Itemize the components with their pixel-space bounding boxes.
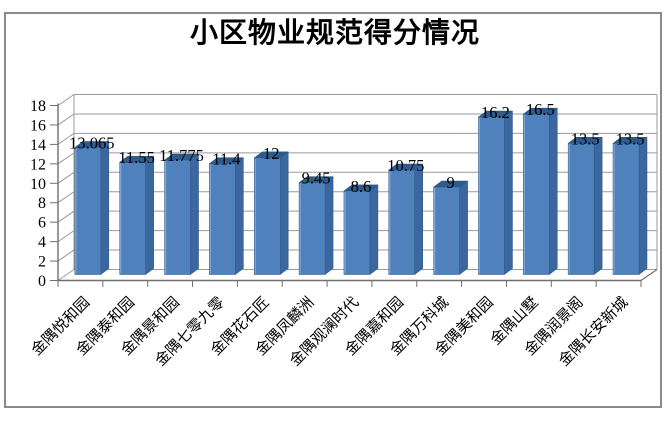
chart-title: 小区物业规范得分情况	[189, 18, 480, 49]
bar-data-label: 9	[446, 173, 454, 192]
y-axis-label: 12	[30, 156, 46, 173]
bar[interactable]	[253, 157, 281, 275]
bar-side-face	[145, 155, 154, 275]
floor-right-edge	[640, 269, 658, 281]
bar-data-label: 11.775	[159, 146, 204, 165]
bar-data-label: 16.5	[526, 100, 555, 119]
bar-data-label: 8.6	[351, 177, 372, 196]
bar[interactable]	[433, 186, 460, 275]
bar[interactable]	[119, 161, 146, 275]
bar[interactable]	[612, 143, 640, 275]
bar-side-face	[549, 107, 558, 275]
bar-data-label: 11.4	[212, 150, 240, 169]
bar[interactable]	[388, 169, 416, 275]
bar-data-label: 16.2	[481, 103, 510, 122]
y-axis-label: 4	[38, 234, 46, 251]
bar-data-label: 13.065	[69, 133, 114, 152]
y-axis-label: 8	[38, 195, 46, 212]
bar-side-face	[414, 163, 424, 275]
gridline	[57, 132, 657, 145]
bar[interactable]	[523, 113, 550, 275]
bar-side-face	[279, 151, 289, 275]
bar-side-face	[504, 110, 513, 275]
bar-data-label: 10.75	[387, 156, 424, 175]
bar-side-face	[459, 180, 468, 275]
y-axis-label: 2	[38, 254, 46, 271]
y-axis-label: 6	[38, 215, 46, 232]
y-axis-label: 14	[30, 137, 46, 154]
bar-side-face	[100, 140, 110, 275]
y-axis-label: 0	[38, 273, 46, 290]
bar-data-label: 13.5	[571, 129, 600, 148]
bar-data-label: 12	[263, 144, 280, 163]
bar[interactable]	[478, 116, 505, 275]
bar-side-face	[190, 153, 199, 275]
bar[interactable]	[343, 190, 371, 275]
y-axis-label: 18	[30, 98, 46, 115]
bar-data-label: 11.55	[118, 148, 155, 167]
bar-side-face	[369, 184, 379, 275]
gridline	[57, 113, 657, 126]
bar-data-label: 9.45	[302, 169, 331, 188]
y-axis-label: 16	[30, 117, 46, 134]
bar[interactable]	[164, 159, 191, 275]
bar-side-face	[324, 176, 334, 275]
bar[interactable]	[298, 182, 326, 275]
bar-side-face	[235, 157, 244, 275]
y-axis-label: 10	[30, 176, 46, 193]
bar[interactable]	[567, 143, 595, 275]
bar[interactable]	[209, 163, 236, 275]
gridline	[57, 94, 657, 106]
bar[interactable]	[74, 147, 102, 275]
bar-side-face	[638, 136, 648, 275]
bar-data-label: 13.5	[616, 129, 645, 148]
bar-side-face	[593, 136, 603, 275]
